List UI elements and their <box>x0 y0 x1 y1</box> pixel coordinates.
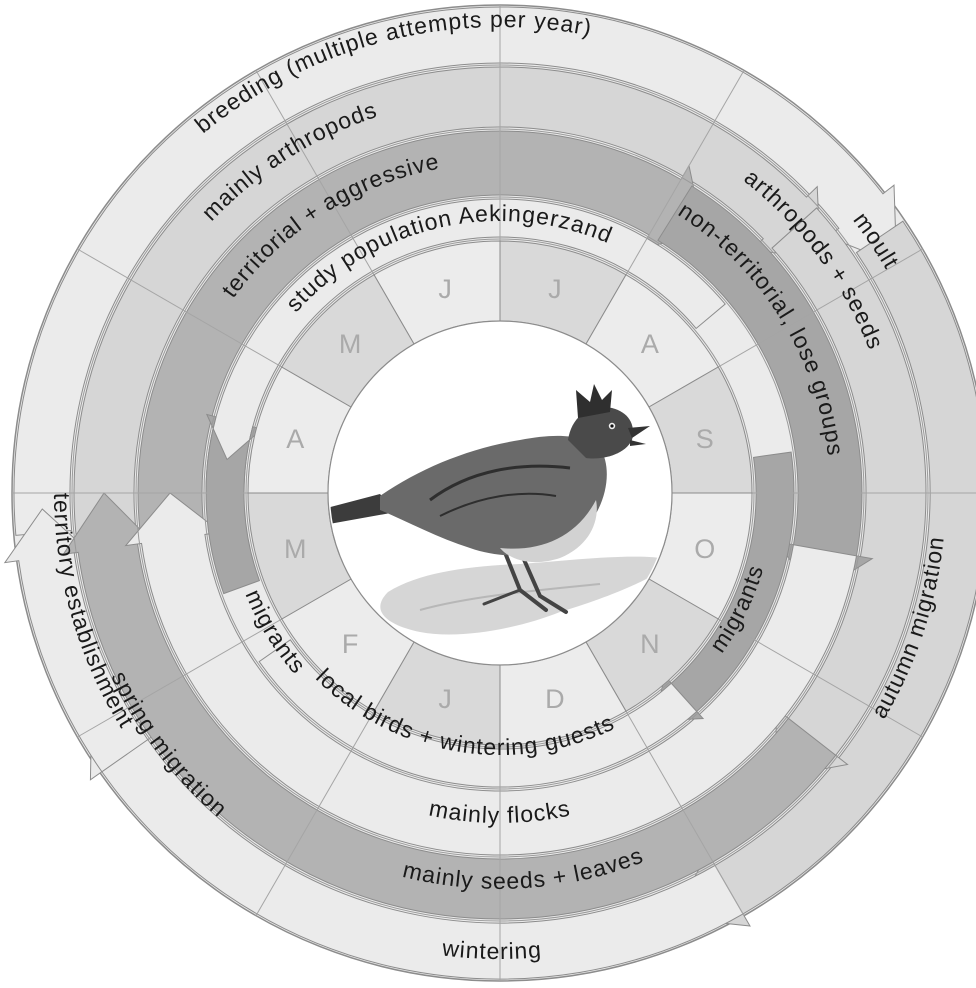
month-label: M <box>339 329 362 359</box>
month-label: O <box>694 534 715 564</box>
month-label: F <box>342 629 359 659</box>
month-sector-ring <box>247 240 753 746</box>
band-mainly-arthropods <box>73 66 821 553</box>
band-breeding <box>13 6 898 536</box>
month-label: A <box>286 424 304 454</box>
month-label: A <box>641 329 659 359</box>
band-spring-territory <box>3 508 149 773</box>
band-local-birds <box>258 639 698 788</box>
month-label: N <box>640 629 660 659</box>
month-label: J <box>438 274 452 304</box>
band-migrants-spring <box>205 413 263 595</box>
wintering-label: wintering <box>440 934 543 964</box>
month-label: J <box>438 684 452 714</box>
month-label: M <box>284 534 307 564</box>
ring-bands <box>3 6 976 980</box>
month-label: D <box>545 684 565 714</box>
month-label: J <box>548 274 562 304</box>
month-labels: J J A S O N D J F M A M <box>284 274 715 714</box>
band-mainly-seeds <box>62 492 837 920</box>
month-label: S <box>696 424 714 454</box>
band-wintering-spring <box>89 700 744 980</box>
band-study-population <box>205 198 726 494</box>
crested-lark-icon <box>330 384 670 635</box>
band-mainly-flocks <box>124 492 858 856</box>
band-moult-autumn <box>670 220 976 927</box>
